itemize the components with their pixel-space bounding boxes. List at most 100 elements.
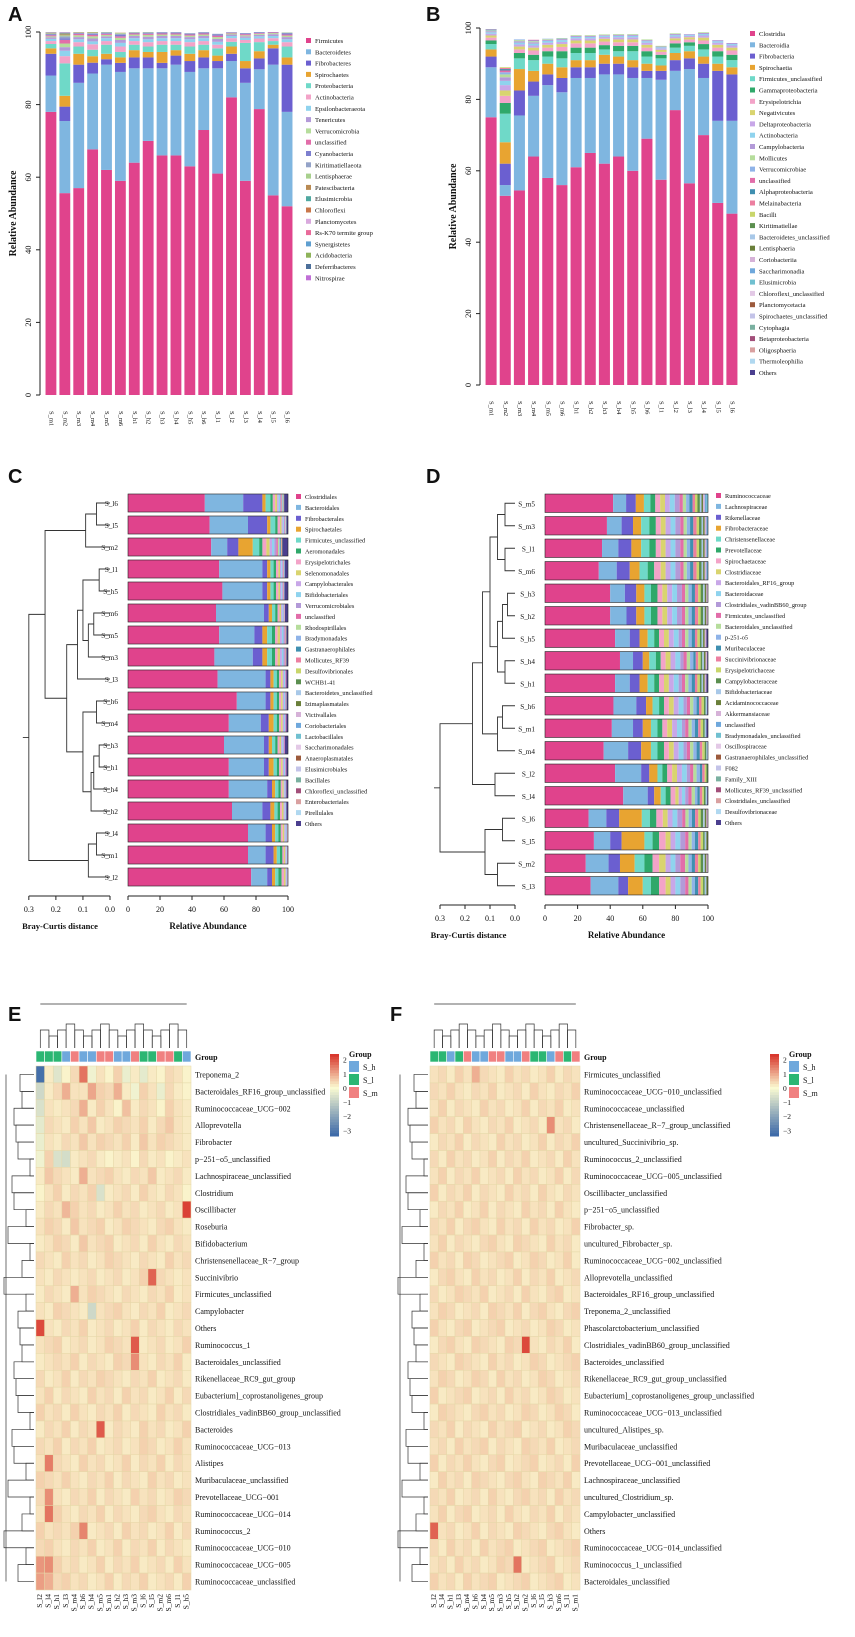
bar-segment-d (688, 719, 692, 738)
bar-segment-d (660, 651, 666, 670)
col-label-f: S_m5 (487, 1594, 496, 1612)
legend-swatch-a (306, 252, 311, 258)
bar-segment-d (662, 606, 668, 625)
heat-cell-e (113, 1167, 123, 1185)
bar-segment-a (170, 64, 182, 156)
bar-segment-a (156, 35, 168, 39)
heat-cell-e (156, 1572, 166, 1591)
heat-cell-e (44, 1488, 54, 1506)
heat-cell-f (538, 1217, 547, 1236)
heat-cell-f (429, 1572, 439, 1591)
heat-cell-e (44, 1353, 54, 1371)
bar-segment-a (281, 33, 293, 35)
heat-cell-e (182, 1454, 192, 1472)
legend-swatch-d (716, 623, 721, 629)
heat-cell-e (44, 1116, 54, 1134)
row-dendrogram-e (13, 1445, 34, 1464)
x-tick-label-c: 20 (156, 905, 164, 914)
x-tick-label-a: S_m2 (61, 411, 68, 426)
heat-cell-e (173, 1505, 183, 1523)
bar-segment-b (584, 40, 596, 44)
heat-cell-e (130, 1167, 140, 1185)
group-cell-f (479, 1050, 489, 1063)
heat-cell-f (571, 1353, 581, 1371)
bar-segment-c (128, 603, 216, 623)
heat-cell-e (87, 1386, 97, 1405)
heat-cell-f (554, 1150, 564, 1168)
bar-segment-a (267, 41, 279, 45)
heat-cell-f (446, 1200, 456, 1219)
row-dendrogram-e (13, 1192, 34, 1211)
heat-cell-e (113, 1336, 123, 1354)
bar-segment-b (641, 42, 653, 45)
bar-outline-c (127, 713, 289, 733)
legend-label-d: Clostridiales_unclassified (725, 798, 791, 805)
heat-cell-f (513, 1302, 522, 1320)
col-dendrogram-f (442, 1035, 452, 1048)
legend-label-d: p-251-o5 (725, 635, 748, 642)
heat-cell-e (156, 1353, 166, 1371)
row-dendrogram-f (411, 1395, 428, 1413)
x-tick-label-a: S_h2 (145, 411, 152, 424)
bar-segment-d (691, 674, 695, 693)
heat-cell-e (182, 1555, 192, 1574)
color-scale-step-e (330, 1081, 339, 1085)
heat-cell-f (496, 1437, 506, 1456)
bar-segment-b (698, 32, 710, 35)
heat-cell-f (521, 1420, 531, 1439)
legend-swatch-b (750, 98, 755, 104)
heat-cell-f (463, 1065, 472, 1084)
row-label-f: p−251−o5_unclassified (584, 1206, 659, 1215)
bar-segment-d (670, 539, 676, 558)
heat-cell-e (52, 1555, 63, 1574)
heat-cell-f (571, 1150, 581, 1168)
bar-segment-b (627, 77, 639, 171)
bar-segment-b (627, 51, 639, 61)
color-scale-label-e: −3 (343, 1126, 351, 1135)
heat-cell-f (496, 1217, 506, 1236)
heat-cell-f (504, 1099, 514, 1117)
heat-cell-e (96, 1099, 106, 1117)
bar-segment-d (700, 809, 704, 828)
heat-cell-e (96, 1167, 106, 1185)
bar-segment-c (281, 669, 283, 689)
heat-cell-f (529, 1200, 539, 1219)
bar-segment-d (706, 764, 708, 783)
heat-cell-f (454, 1099, 464, 1117)
row-dendrogram-e (29, 1243, 34, 1261)
bar-segment-d (697, 629, 700, 648)
heat-cell-f (521, 1319, 531, 1337)
heat-cell-f (554, 1133, 564, 1151)
row-label-f: Bacteroidales_unclassified (584, 1578, 670, 1587)
bar-segment-b (655, 51, 667, 55)
legend-label-a: Rs-K70 termite group (315, 230, 374, 237)
bar-segment-a (170, 38, 182, 42)
heat-cell-e (61, 1116, 71, 1134)
legend-label-d: Bradymonadales_unclassified (725, 733, 801, 740)
heat-cell-e (35, 1116, 45, 1134)
heat-cell-f (546, 1403, 556, 1422)
bar-segment-b (556, 77, 568, 93)
legend-swatch-b (750, 42, 755, 48)
heat-cell-f (446, 1336, 456, 1354)
legend-label-d: Mollicutes_RF39_unclassified (725, 787, 803, 794)
heat-cell-f (546, 1285, 556, 1303)
heat-cell-e (139, 1471, 149, 1489)
bar-segment-d (659, 674, 664, 693)
bar-segment-c (248, 515, 268, 535)
heat-cell-f (571, 1420, 581, 1439)
heat-cell-f (546, 1319, 556, 1337)
bar-segment-a (87, 34, 99, 37)
heat-cell-f (479, 1539, 489, 1557)
bar-segment-a (45, 53, 57, 76)
heat-cell-e (96, 1184, 106, 1202)
heat-cell-f (446, 1065, 456, 1084)
bar-segment-a (212, 68, 224, 174)
legend-swatch-d (716, 776, 721, 782)
bar-segment-d (703, 561, 705, 580)
bar-segment-d (703, 494, 705, 513)
col-dendrogram-f (533, 1029, 543, 1048)
group-cell-e (95, 1050, 106, 1063)
heat-cell-e (52, 1065, 63, 1084)
heat-cell-e (104, 1099, 114, 1117)
